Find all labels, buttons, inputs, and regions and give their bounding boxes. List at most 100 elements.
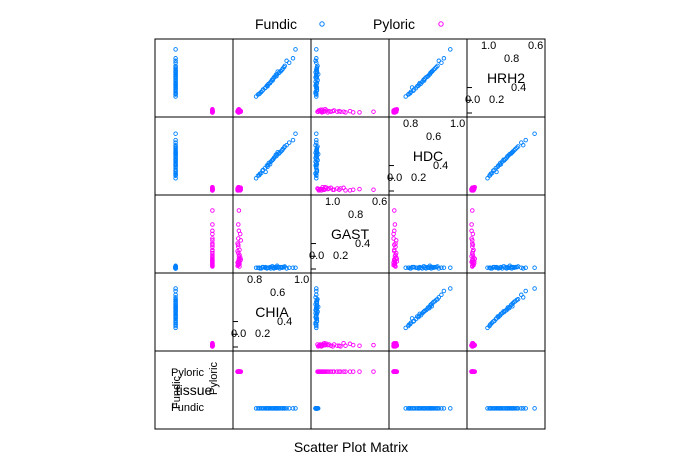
point-pyloric: [210, 228, 215, 234]
point-pyloric: [357, 110, 362, 115]
point-pyloric: [237, 264, 242, 269]
point-pyloric: [210, 106, 215, 112]
point-pyloric: [469, 228, 474, 234]
point-pyloric: [321, 186, 326, 192]
point-fundic: [255, 406, 261, 411]
point-pyloric: [321, 369, 326, 374]
tick-label: 0.0: [309, 250, 324, 262]
point-pyloric: [470, 248, 476, 254]
point-fundic: [429, 304, 435, 309]
panel-tissue-vs-HDC: [388, 350, 468, 430]
legend: Fundic Pyloric: [255, 16, 444, 32]
point-fundic: [282, 264, 287, 269]
tick-label: 0.8: [403, 118, 418, 130]
point-fundic: [275, 264, 280, 270]
point-fundic: [488, 321, 493, 327]
point-pyloric: [470, 264, 475, 269]
tick-label: Pyloric: [208, 361, 220, 395]
point-fundic: [314, 152, 319, 157]
point-fundic: [173, 264, 178, 270]
point-pyloric: [350, 110, 356, 115]
point-pyloric: [237, 109, 243, 114]
point-fundic: [173, 91, 178, 96]
point-pyloric: [236, 244, 241, 249]
point-fundic: [448, 286, 453, 291]
point-fundic: [173, 171, 178, 177]
point-fundic: [421, 78, 427, 83]
point-pyloric: [210, 242, 215, 248]
point-pyloric: [210, 238, 215, 243]
tick-label: 0.2: [411, 172, 426, 184]
point-fundic: [265, 82, 271, 87]
panel-frame: [232, 194, 312, 274]
point-fundic: [439, 60, 444, 65]
point-fundic: [173, 47, 178, 52]
point-pyloric: [394, 369, 400, 374]
point-fundic: [406, 406, 411, 411]
point-fundic: [523, 137, 528, 143]
point-fundic: [313, 171, 318, 177]
panel-frame: [154, 194, 234, 274]
diagonal-label: tissue: [176, 382, 213, 398]
point-pyloric: [210, 258, 215, 263]
panel-HDC-vs-HDC: HDC 0.8 0.6 1.0 0.0 0.2 0.4: [387, 116, 468, 196]
point-fundic: [173, 305, 178, 311]
point-pyloric: [236, 222, 241, 227]
point-pyloric: [393, 264, 398, 269]
panel-GAST-vs-GAST: GAST 1.0 0.8 0.6 0.0 0.2 0.4: [309, 194, 390, 274]
point-fundic: [281, 64, 287, 70]
point-fundic: [314, 47, 319, 52]
point-fundic: [293, 406, 298, 411]
point-pyloric: [235, 248, 240, 254]
point-fundic: [314, 406, 320, 411]
point-pyloric: [238, 238, 244, 243]
tick-label: 0.4: [511, 82, 526, 94]
point-pyloric: [350, 187, 356, 192]
panel-frame: [232, 350, 312, 430]
point-pyloric: [341, 340, 346, 346]
point-fundic: [407, 321, 413, 327]
tick-label: Pyloric: [171, 367, 205, 379]
point-fundic: [407, 266, 413, 271]
point-fundic: [173, 88, 178, 93]
point-fundic: [314, 313, 319, 319]
point-pyloric: [330, 108, 336, 114]
point-fundic: [173, 69, 178, 74]
point-pyloric: [237, 369, 243, 374]
panel-GAST-vs-tissue: [154, 194, 234, 274]
point-fundic: [416, 82, 422, 87]
point-fundic: [488, 266, 493, 271]
point-fundic: [281, 145, 287, 150]
point-fundic: [532, 131, 537, 136]
point-fundic: [286, 406, 292, 411]
point-fundic: [523, 406, 528, 411]
point-fundic: [173, 286, 178, 291]
point-pyloric: [357, 343, 362, 348]
point-fundic: [314, 162, 319, 168]
tick-label: 1.0: [481, 40, 496, 52]
point-fundic: [493, 165, 499, 171]
point-pyloric: [336, 187, 342, 192]
point-fundic: [173, 297, 178, 303]
point-pyloric: [210, 244, 215, 249]
point-pyloric: [336, 369, 342, 374]
point-fundic: [286, 265, 292, 270]
point-fundic: [173, 313, 178, 319]
point-fundic: [421, 406, 427, 411]
legend-label-fundic: Fundic: [255, 16, 297, 32]
point-pyloric: [392, 341, 398, 347]
point-fundic: [173, 137, 178, 143]
point-pyloric: [236, 242, 241, 248]
point-fundic: [488, 171, 493, 177]
tick-label: 0.6: [426, 131, 441, 143]
point-fundic: [434, 406, 439, 411]
panel-frame: [154, 38, 234, 118]
point-fundic: [441, 406, 447, 411]
panel-frame: [310, 38, 390, 118]
point-pyloric: [392, 208, 397, 213]
point-fundic: [314, 69, 320, 74]
point-fundic: [173, 173, 178, 178]
point-fundic: [173, 67, 178, 72]
point-fundic: [416, 266, 421, 271]
